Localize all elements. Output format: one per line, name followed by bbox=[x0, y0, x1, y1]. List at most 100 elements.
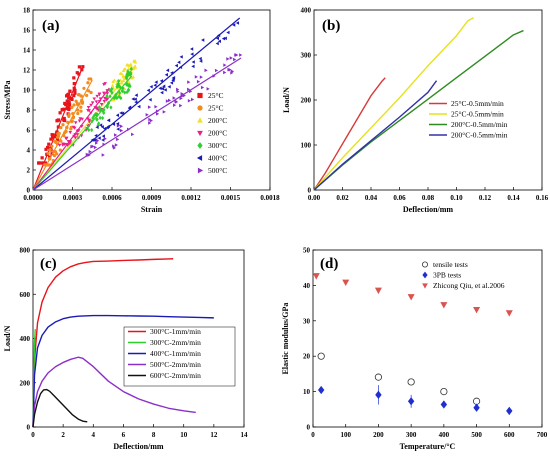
data-point bbox=[72, 94, 76, 98]
data-point bbox=[473, 306, 481, 314]
y-tick-label: 300 bbox=[301, 52, 312, 60]
data-point bbox=[89, 90, 93, 95]
y-tick-label: 18 bbox=[23, 7, 31, 15]
data-point bbox=[105, 89, 110, 93]
data-point bbox=[114, 133, 118, 137]
data-point bbox=[67, 96, 71, 100]
data-point bbox=[46, 151, 50, 155]
data-point bbox=[55, 142, 60, 146]
data-point bbox=[233, 57, 237, 62]
data-point bbox=[96, 138, 100, 143]
data-point bbox=[90, 127, 94, 133]
data-point bbox=[127, 106, 131, 110]
data-point bbox=[190, 47, 194, 51]
legend-marker bbox=[197, 117, 203, 123]
data-point bbox=[102, 126, 107, 131]
x-axis-title: Temperature/°C bbox=[400, 442, 456, 451]
data-point bbox=[119, 111, 123, 115]
data-point bbox=[78, 117, 83, 121]
data-point bbox=[62, 107, 66, 111]
data-point bbox=[374, 287, 382, 295]
data-point bbox=[131, 132, 135, 137]
data-point bbox=[191, 60, 195, 64]
data-point bbox=[226, 57, 230, 61]
data-point bbox=[64, 136, 69, 140]
data-point bbox=[82, 86, 86, 90]
y-tick-label: 800 bbox=[20, 247, 31, 255]
data-point bbox=[50, 133, 54, 137]
data-point bbox=[116, 123, 121, 128]
data-point bbox=[67, 107, 71, 111]
data-point bbox=[176, 87, 180, 92]
data-point bbox=[48, 157, 52, 161]
data-point bbox=[131, 75, 136, 79]
legend-label: 300°C-2mm/min bbox=[150, 338, 201, 347]
data-point bbox=[92, 138, 96, 142]
y-tick-label: 400 bbox=[20, 335, 31, 343]
data-point bbox=[129, 66, 133, 72]
data-point bbox=[115, 95, 119, 101]
y-axis-title: Load/N bbox=[282, 87, 291, 113]
data-point bbox=[160, 90, 164, 95]
data-point bbox=[40, 156, 44, 160]
y-tick-label: 0 bbox=[27, 424, 31, 432]
data-point bbox=[199, 59, 203, 63]
data-point bbox=[126, 127, 131, 132]
data-point bbox=[440, 400, 448, 409]
data-point bbox=[134, 100, 138, 104]
data-point bbox=[110, 90, 114, 95]
legend-label: Zhicong Qiu, et al.2006 bbox=[433, 281, 505, 290]
legend-marker bbox=[196, 155, 203, 161]
data-point bbox=[312, 273, 320, 280]
legend: 25°C 25°C 200°C 200°C 300°C 400°C 500°C bbox=[196, 91, 227, 175]
data-point bbox=[117, 78, 121, 84]
legend-marker bbox=[197, 105, 203, 111]
data-point bbox=[44, 147, 48, 151]
data-point bbox=[49, 137, 53, 141]
legend-label: 25°C-0.5mm/min bbox=[451, 110, 504, 119]
y-tick-label: 0 bbox=[308, 187, 312, 195]
data-point bbox=[125, 90, 129, 95]
y-tick-label: 0 bbox=[307, 424, 311, 432]
legend-label: 200°C bbox=[208, 116, 227, 125]
panel-3: 0 2 4 6 8 10 12 14 0 200 400 600 800 Deflection/mm Loa… bbox=[3, 247, 248, 452]
x-tick-label: 0.0009 bbox=[142, 194, 162, 202]
x-tick-label: 6 bbox=[122, 431, 126, 439]
y-tick-label: 10 bbox=[23, 87, 31, 95]
data-point bbox=[47, 155, 52, 159]
data-point bbox=[171, 76, 176, 80]
data-point bbox=[133, 65, 138, 69]
data-point bbox=[196, 79, 201, 84]
data-point bbox=[90, 101, 95, 105]
data-point bbox=[86, 117, 90, 121]
y-axis-title: Stress/MPa bbox=[3, 81, 12, 120]
data-point bbox=[200, 85, 205, 90]
data-point bbox=[89, 111, 93, 115]
data-point bbox=[66, 120, 70, 124]
data-point bbox=[53, 150, 58, 154]
data-point bbox=[72, 81, 76, 86]
data-point bbox=[176, 89, 180, 94]
data-point bbox=[87, 120, 92, 124]
data-point bbox=[70, 119, 74, 123]
y-tick-label: 100 bbox=[301, 142, 312, 150]
data-point bbox=[179, 96, 183, 101]
data-point bbox=[223, 36, 227, 41]
data-point bbox=[80, 101, 85, 105]
data-point bbox=[118, 71, 123, 75]
data-point bbox=[167, 98, 172, 103]
data-point bbox=[79, 94, 83, 98]
data-point bbox=[201, 38, 205, 42]
data-point bbox=[506, 406, 513, 416]
series-6 bbox=[32, 17, 241, 191]
data-point bbox=[74, 99, 78, 103]
data-point bbox=[127, 82, 131, 88]
data-point bbox=[55, 135, 60, 139]
data-point bbox=[86, 81, 90, 85]
data-point bbox=[226, 30, 230, 35]
data-point bbox=[40, 161, 44, 165]
data-point bbox=[92, 97, 97, 101]
x-tick-label: 0.12 bbox=[479, 194, 492, 202]
legend: 300°C-1mm/min 300°C-2mm/min 400°C-1mm/min 5… bbox=[123, 326, 236, 387]
data-point bbox=[121, 111, 125, 115]
